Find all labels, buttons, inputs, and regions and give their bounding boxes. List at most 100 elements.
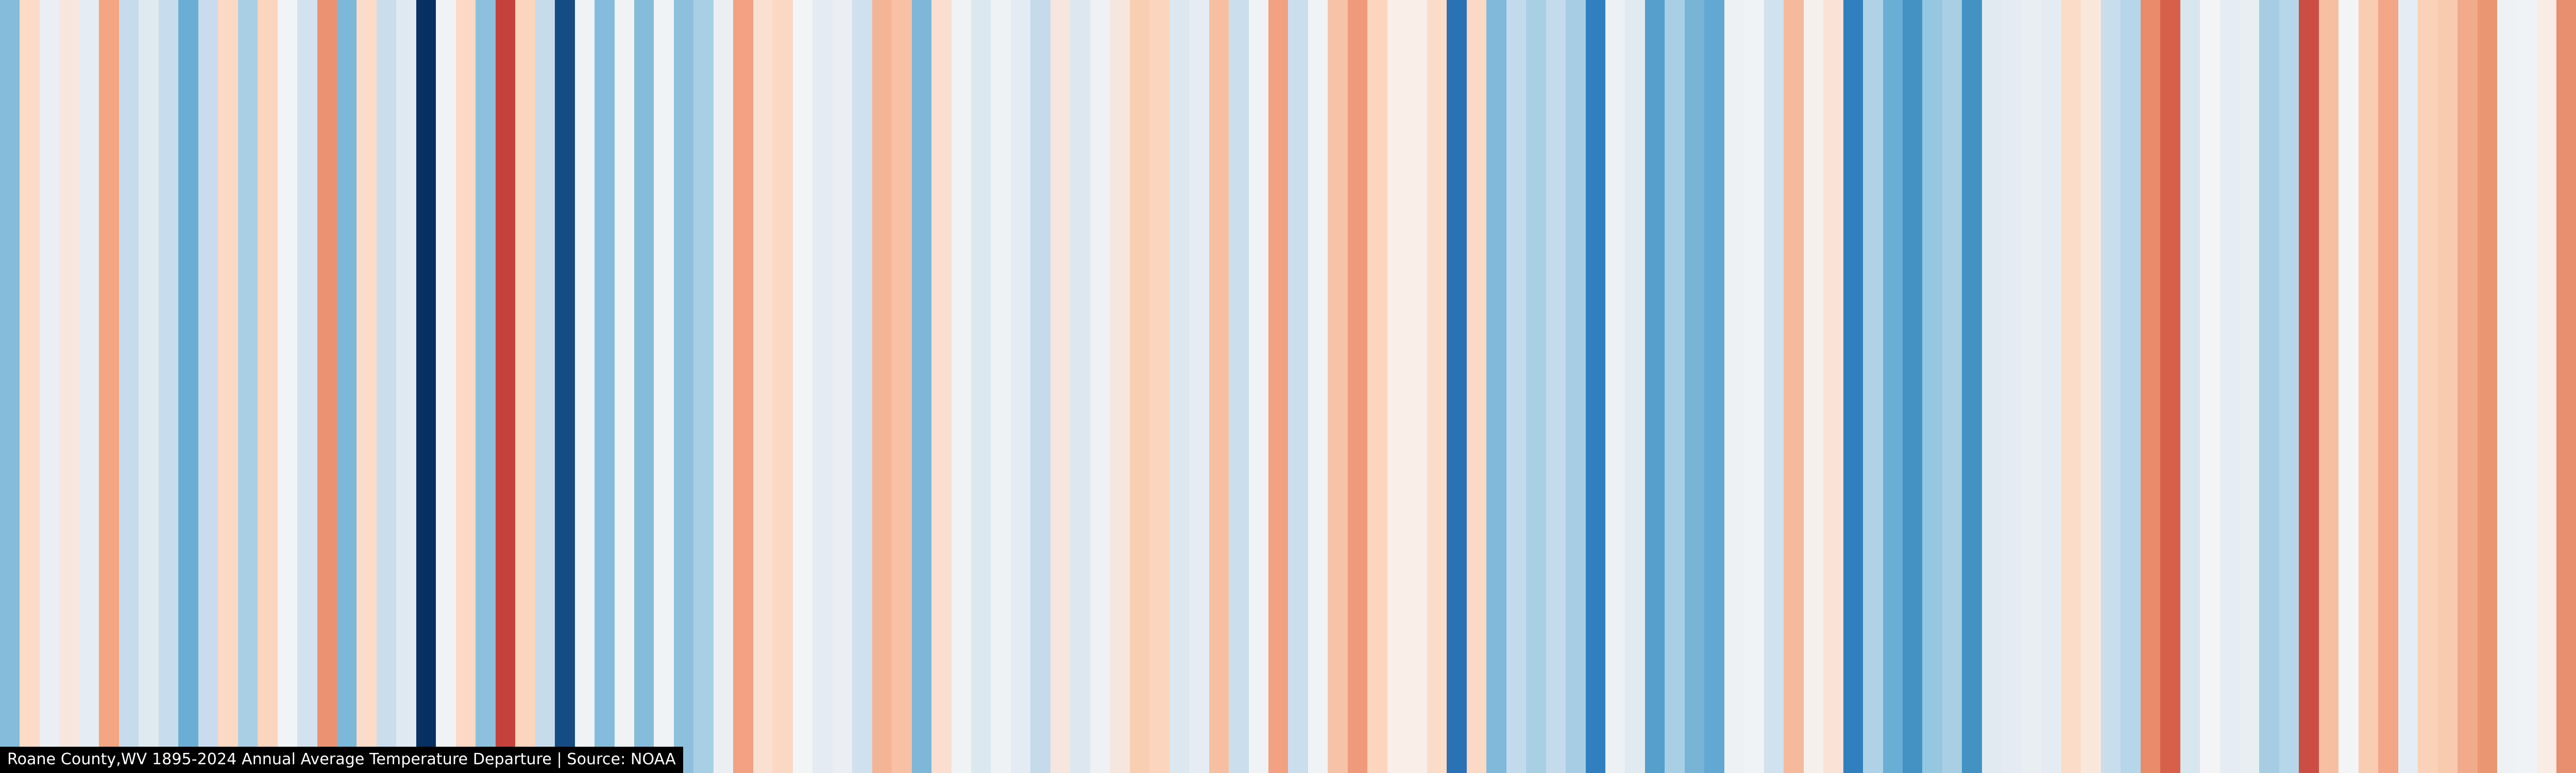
year-stripe: [1665, 0, 1685, 773]
year-stripe: [336, 0, 357, 773]
year-stripe: [1248, 0, 1268, 773]
year-stripe: [99, 0, 119, 773]
year-stripe: [693, 0, 714, 773]
year-stripe: [1030, 0, 1050, 773]
year-stripe: [1328, 0, 1348, 773]
year-stripe: [1744, 0, 1764, 773]
year-stripe: [118, 0, 139, 773]
year-stripe: [713, 0, 734, 773]
year-stripe: [773, 0, 793, 773]
year-stripe: [376, 0, 397, 773]
year-stripe: [1268, 0, 1289, 773]
year-stripe: [2219, 0, 2240, 773]
year-stripe: [614, 0, 634, 773]
year-stripe: [2279, 0, 2299, 773]
year-stripe: [1962, 0, 1982, 773]
year-stripe: [1625, 0, 1645, 773]
year-stripe: [1843, 0, 1863, 773]
year-stripe: [2100, 0, 2121, 773]
year-stripe: [1684, 0, 1705, 773]
year-stripe: [158, 0, 179, 773]
year-stripe: [416, 0, 436, 773]
year-stripe: [951, 0, 971, 773]
year-stripe: [911, 0, 932, 773]
year-stripe: [852, 0, 872, 773]
year-stripe: [1566, 0, 1586, 773]
year-stripe: [1605, 0, 1625, 773]
year-stripe: [1823, 0, 1843, 773]
year-stripe: [595, 0, 615, 773]
year-stripe: [2437, 0, 2458, 773]
year-stripe: [1803, 0, 1824, 773]
year-stripe: [1387, 0, 1408, 773]
year-stripe: [277, 0, 298, 773]
year-stripe: [1209, 0, 1229, 773]
year-stripe: [1724, 0, 1744, 773]
year-stripe: [1466, 0, 1487, 773]
caption-text: Roane County,WV 1895-2024 Annual Average…: [7, 750, 676, 768]
year-stripe: [2239, 0, 2260, 773]
year-stripe: [238, 0, 258, 773]
year-stripe: [1090, 0, 1110, 773]
year-stripe: [1447, 0, 1467, 773]
year-stripe: [59, 0, 79, 773]
year-stripe: [872, 0, 892, 773]
year-stripe: [2061, 0, 2081, 773]
caption-bar: Roane County,WV 1895-2024 Annual Average…: [0, 747, 683, 773]
year-stripe: [357, 0, 377, 773]
year-stripe: [2021, 0, 2042, 773]
year-stripe: [139, 0, 159, 773]
year-stripe: [1704, 0, 1724, 773]
year-stripe: [634, 0, 654, 773]
year-stripe: [1347, 0, 1368, 773]
year-stripe: [931, 0, 952, 773]
year-stripe: [2160, 0, 2180, 773]
year-stripe: [178, 0, 198, 773]
year-stripe: [555, 0, 575, 773]
year-stripe: [2200, 0, 2220, 773]
year-stripe: [733, 0, 753, 773]
year-stripe: [515, 0, 535, 773]
year-stripe: [2140, 0, 2161, 773]
year-stripe: [1010, 0, 1031, 773]
year-stripe: [574, 0, 595, 773]
year-stripe: [2497, 0, 2517, 773]
year-stripe: [1784, 0, 1804, 773]
year-stripe: [2537, 0, 2557, 773]
year-stripe: [476, 0, 496, 773]
year-stripe: [20, 0, 40, 773]
year-stripe: [1288, 0, 1308, 773]
year-stripe: [1070, 0, 1090, 773]
year-stripe: [2081, 0, 2101, 773]
year-stripe: [2338, 0, 2359, 773]
year-stripe: [2259, 0, 2279, 773]
year-stripe: [1506, 0, 1527, 773]
year-stripe: [1486, 0, 1506, 773]
year-stripe: [1427, 0, 1447, 773]
year-stripe: [971, 0, 991, 773]
year-stripe: [753, 0, 773, 773]
year-stripe: [1903, 0, 1923, 773]
year-stripe: [673, 0, 694, 773]
year-stripe: [1367, 0, 1387, 773]
year-stripe: [1189, 0, 1209, 773]
year-stripe: [2299, 0, 2319, 773]
year-stripe: [892, 0, 912, 773]
year-stripe: [198, 0, 218, 773]
year-stripe: [2318, 0, 2339, 773]
year-stripe: [1922, 0, 1942, 773]
year-stripe: [1229, 0, 1249, 773]
year-stripe: [1863, 0, 1883, 773]
year-stripe: [1169, 0, 1190, 773]
year-stripe: [0, 0, 20, 773]
year-stripe: [39, 0, 60, 773]
year-stripe: [1308, 0, 1328, 773]
year-stripe: [535, 0, 555, 773]
year-stripe: [2418, 0, 2438, 773]
year-stripe: [991, 0, 1011, 773]
year-stripe: [2180, 0, 2200, 773]
year-stripe: [1526, 0, 1546, 773]
year-stripe: [1050, 0, 1071, 773]
